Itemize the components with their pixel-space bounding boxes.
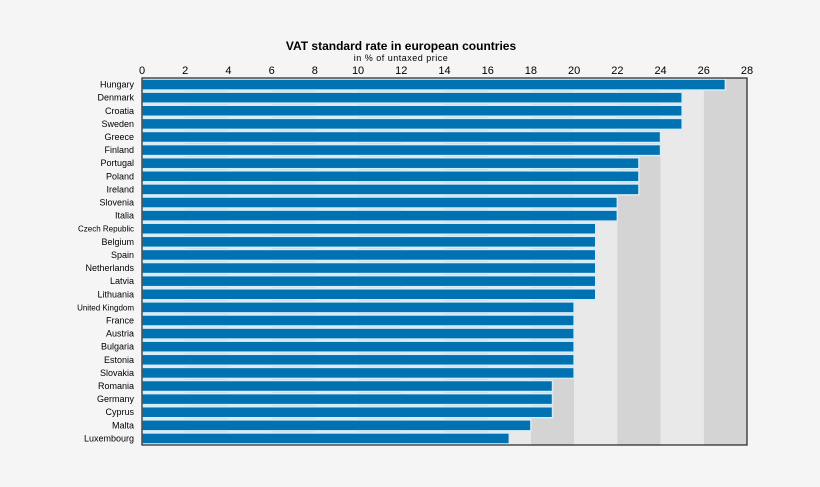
x-tick-label: 14 <box>438 65 450 77</box>
category-label: Croatia <box>105 106 134 116</box>
x-tick-label: 22 <box>611 65 623 77</box>
bar-finland <box>141 143 662 157</box>
grid-band <box>660 78 704 445</box>
bar-belgium <box>141 235 597 249</box>
bar-italia <box>141 209 619 222</box>
x-tick-label: 6 <box>269 65 275 77</box>
x-tick-label: 0 <box>139 65 145 77</box>
category-label: Denmark <box>97 93 134 103</box>
bar-cyprus <box>141 405 554 419</box>
category-label: France <box>106 315 134 325</box>
grid-band <box>703 78 747 445</box>
x-tick-label: 16 <box>482 65 494 77</box>
x-tick-label: 12 <box>395 65 407 77</box>
x-tick-label: 26 <box>698 65 710 77</box>
category-label: Slovenia <box>99 198 134 208</box>
bar-slovakia <box>141 366 575 380</box>
chart-subtitle: in % of untaxed price <box>354 53 449 63</box>
category-label: Estonia <box>104 355 134 365</box>
category-label: Romania <box>98 381 134 391</box>
bar-czech-republic <box>141 222 597 235</box>
bars <box>141 78 727 445</box>
bar-netherlands <box>141 261 597 275</box>
bar-estonia <box>141 353 575 367</box>
category-label: Lithuania <box>97 289 134 299</box>
category-label: Italia <box>115 211 134 221</box>
x-tick-label: 4 <box>225 65 231 77</box>
bar-slovenia <box>141 196 619 209</box>
category-label: Latvia <box>110 276 134 286</box>
category-labels: Hungary Denmark Croatia Sweden Greece Finland… <box>77 80 134 444</box>
bar-denmark <box>141 91 683 104</box>
category-label: Ireland <box>106 184 134 194</box>
bar-malta <box>141 419 532 432</box>
category-label: Cyprus <box>105 407 134 417</box>
bar-france <box>141 314 575 327</box>
bar-hungary <box>141 78 727 91</box>
bar-germany <box>141 392 554 406</box>
x-tick-label: 20 <box>568 65 580 77</box>
category-label: Sweden <box>101 119 134 129</box>
category-label: Luxembourg <box>84 433 134 443</box>
chart-title: VAT standard rate in european countries <box>286 39 517 53</box>
bar-romania <box>141 379 554 393</box>
category-label: Slovakia <box>100 368 134 378</box>
category-label: Poland <box>106 171 134 181</box>
bar-spain <box>141 248 597 262</box>
category-label: United Kingdom <box>77 303 134 312</box>
category-label: Germany <box>97 394 135 404</box>
bar-poland <box>141 170 640 183</box>
category-label: Portugal <box>100 158 134 168</box>
x-tick-label: 2 <box>182 65 188 77</box>
bar-austria <box>141 327 575 340</box>
bar-bulgaria <box>141 340 575 353</box>
x-tick-label: 18 <box>525 65 537 77</box>
category-label: Austria <box>106 329 134 339</box>
bar-luxembourg <box>141 432 511 445</box>
category-label: Hungary <box>100 80 135 90</box>
bar-ireland <box>141 183 640 196</box>
bar-latvia <box>141 274 597 288</box>
x-tick-label: 10 <box>352 65 364 77</box>
category-label: Finland <box>104 145 134 155</box>
category-label: Spain <box>111 250 134 260</box>
bar-united-kingdom <box>141 301 575 314</box>
plot-border <box>141 77 748 446</box>
bar-croatia <box>141 104 683 118</box>
x-tick-label: 28 <box>741 65 753 77</box>
category-label: Bulgaria <box>101 342 134 352</box>
bar-portugal <box>141 156 640 170</box>
x-tick-label: 24 <box>654 65 666 77</box>
bar-sweden <box>141 117 683 131</box>
category-label: Greece <box>104 132 134 142</box>
category-label: Belgium <box>101 237 134 247</box>
x-tick-label: 8 <box>312 65 318 77</box>
bar-greece <box>141 130 662 144</box>
x-axis-ticks: 0 2 4 6 8 10 12 14 16 18 20 22 24 26 28 <box>139 65 753 77</box>
bar-lithuania <box>141 288 597 301</box>
category-label: Netherlands <box>85 263 134 273</box>
category-label: Malta <box>112 420 134 430</box>
category-label: Czech Republic <box>78 225 134 234</box>
